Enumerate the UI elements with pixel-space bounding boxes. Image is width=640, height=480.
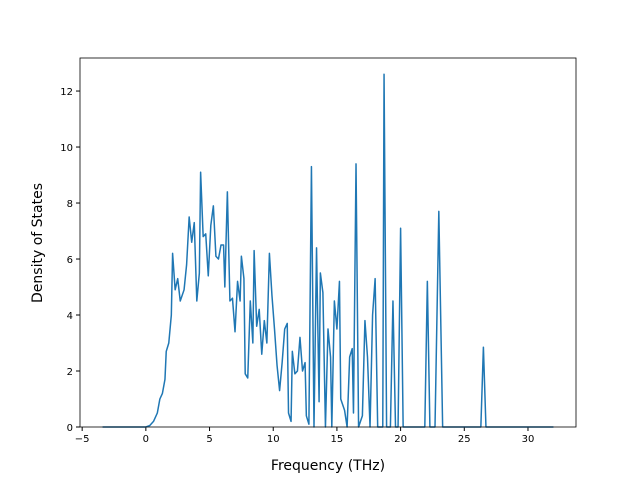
x-tick-label: 20 xyxy=(394,434,407,445)
x-tick-label: 10 xyxy=(267,434,280,445)
x-tick-label: 0 xyxy=(143,434,149,445)
y-tick-label: 8 xyxy=(67,199,73,210)
x-tick-label: −5 xyxy=(75,434,90,445)
y-tick-label: 4 xyxy=(67,311,73,322)
y-axis-label: Density of States xyxy=(30,183,46,303)
x-tick-label: 30 xyxy=(522,434,535,445)
plot-frame xyxy=(79,57,577,428)
dos-line xyxy=(102,73,554,428)
x-tick-label: 25 xyxy=(458,434,471,445)
y-tick-label: 0 xyxy=(67,423,73,434)
x-axis-label: Frequency (THz) xyxy=(271,458,385,474)
y-tick-label: 2 xyxy=(67,367,73,378)
y-tick-label: 12 xyxy=(60,87,73,98)
y-tick-label: 10 xyxy=(60,143,73,154)
y-tick-label: 6 xyxy=(67,255,73,266)
x-tick-label: 15 xyxy=(331,434,344,445)
x-tick-label: 5 xyxy=(206,434,212,445)
